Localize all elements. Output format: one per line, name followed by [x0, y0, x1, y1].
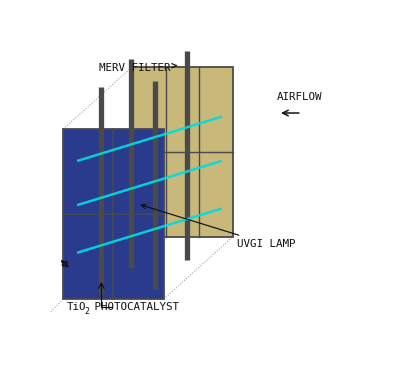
Text: 2: 2: [85, 307, 90, 316]
Text: AIRFLOW: AIRFLOW: [277, 92, 322, 102]
Polygon shape: [132, 67, 232, 237]
Text: TiO: TiO: [66, 302, 86, 312]
Text: MERV FILTER: MERV FILTER: [99, 63, 177, 73]
FancyBboxPatch shape: [63, 129, 164, 299]
Text: PHOTOCATALYST: PHOTOCATALYST: [87, 302, 179, 312]
Text: UVGI LAMP: UVGI LAMP: [141, 204, 296, 249]
